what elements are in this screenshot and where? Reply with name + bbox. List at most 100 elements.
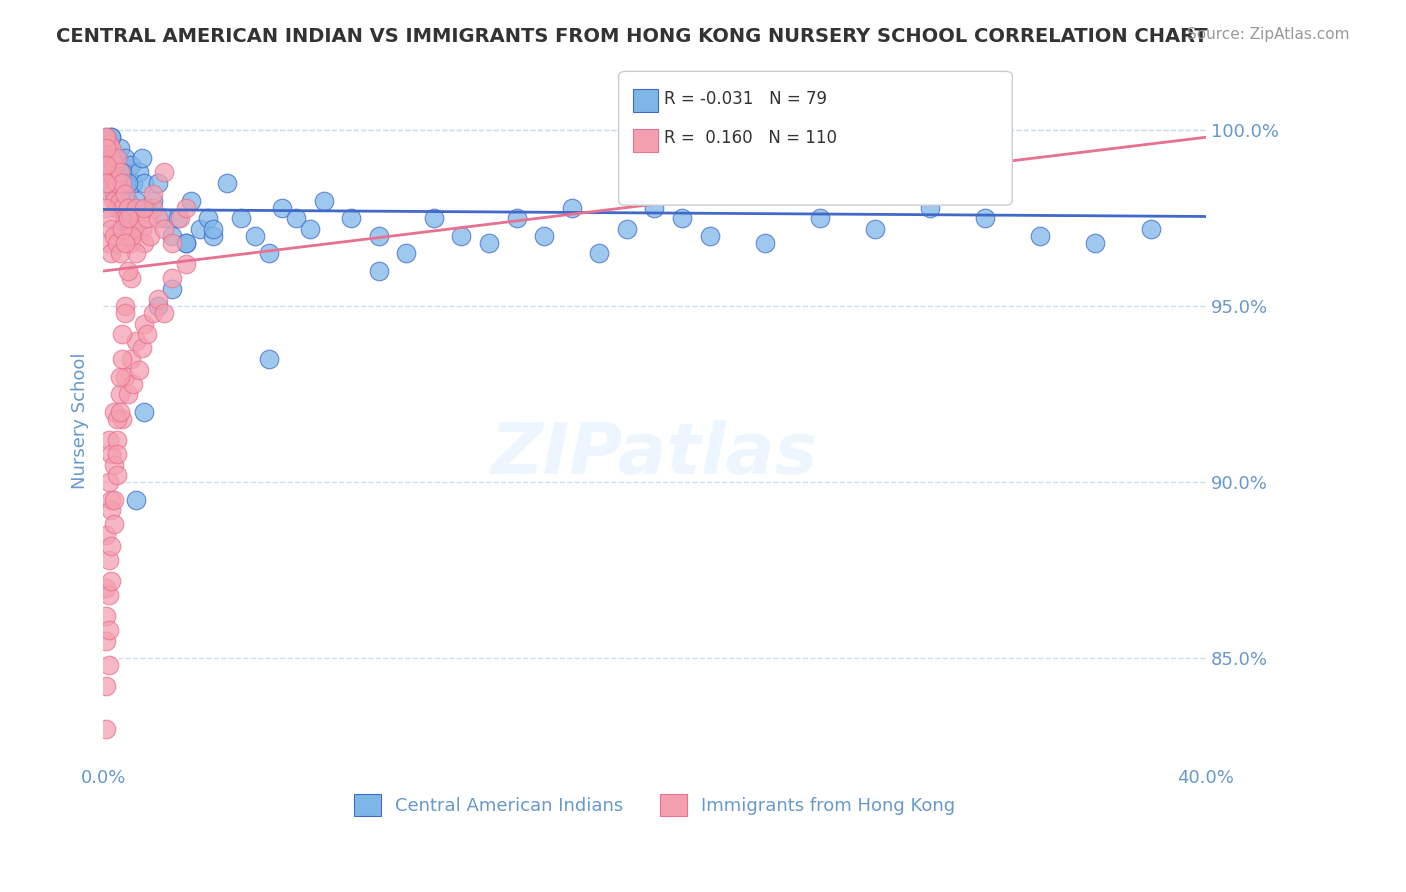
- Point: [152, 165, 174, 179]
- Point: [111, 158, 134, 172]
- Point: [122, 176, 145, 190]
- Point: [1084, 235, 1107, 250]
- Point: [111, 176, 134, 190]
- Point: [111, 352, 134, 367]
- Text: ZIPatlas: ZIPatlas: [491, 420, 818, 490]
- Point: [174, 201, 197, 215]
- Point: [111, 176, 134, 190]
- Point: [105, 152, 128, 166]
- Point: [97, 658, 120, 673]
- Point: [108, 369, 131, 384]
- Point: [180, 194, 202, 208]
- Point: [423, 211, 446, 226]
- Point: [139, 228, 162, 243]
- Point: [94, 165, 117, 179]
- Point: [100, 130, 122, 145]
- Point: [108, 405, 131, 419]
- Point: [160, 235, 183, 250]
- Point: [97, 552, 120, 566]
- Point: [100, 165, 122, 179]
- Point: [117, 201, 139, 215]
- Point: [97, 176, 120, 190]
- Point: [105, 433, 128, 447]
- Point: [128, 165, 150, 179]
- Point: [152, 221, 174, 235]
- Point: [134, 176, 156, 190]
- Point: [108, 165, 131, 179]
- Point: [918, 201, 941, 215]
- Point: [125, 194, 148, 208]
- Point: [111, 165, 134, 179]
- Point: [103, 228, 125, 243]
- Point: [152, 306, 174, 320]
- Point: [103, 186, 125, 201]
- Point: [298, 221, 321, 235]
- Point: [122, 221, 145, 235]
- Point: [257, 352, 280, 367]
- Point: [588, 246, 610, 260]
- Point: [114, 299, 136, 313]
- Point: [616, 221, 638, 235]
- Point: [808, 211, 831, 226]
- Point: [117, 264, 139, 278]
- Point: [105, 165, 128, 179]
- Point: [94, 528, 117, 542]
- Point: [100, 503, 122, 517]
- Text: R = -0.031   N = 79: R = -0.031 N = 79: [664, 90, 827, 108]
- Point: [134, 201, 156, 215]
- Point: [863, 221, 886, 235]
- Point: [111, 327, 134, 342]
- Point: [117, 228, 139, 243]
- Point: [105, 412, 128, 426]
- Point: [136, 327, 159, 342]
- Point: [128, 362, 150, 376]
- Point: [94, 130, 117, 145]
- Point: [108, 221, 131, 235]
- Point: [94, 722, 117, 736]
- Point: [1139, 221, 1161, 235]
- Point: [111, 412, 134, 426]
- Point: [103, 158, 125, 172]
- Point: [103, 405, 125, 419]
- Point: [142, 186, 165, 201]
- Point: [105, 176, 128, 190]
- Point: [243, 228, 266, 243]
- Text: Source: ZipAtlas.com: Source: ZipAtlas.com: [1187, 27, 1350, 42]
- Point: [94, 609, 117, 624]
- Point: [169, 211, 191, 226]
- Point: [148, 176, 170, 190]
- Point: [136, 211, 159, 226]
- Point: [134, 317, 156, 331]
- Point: [114, 369, 136, 384]
- Point: [105, 152, 128, 166]
- Point: [100, 152, 122, 166]
- Point: [340, 211, 363, 226]
- Point: [202, 221, 225, 235]
- Point: [134, 405, 156, 419]
- Point: [671, 211, 693, 226]
- Point: [128, 211, 150, 226]
- Point: [100, 539, 122, 553]
- Point: [450, 228, 472, 243]
- Point: [100, 447, 122, 461]
- Point: [134, 235, 156, 250]
- Point: [148, 211, 170, 226]
- Point: [117, 194, 139, 208]
- Point: [105, 447, 128, 461]
- Point: [271, 201, 294, 215]
- Text: CENTRAL AMERICAN INDIAN VS IMMIGRANTS FROM HONG KONG NURSERY SCHOOL CORRELATION : CENTRAL AMERICAN INDIAN VS IMMIGRANTS FR…: [56, 27, 1208, 45]
- Y-axis label: Nursery School: Nursery School: [72, 352, 89, 489]
- Legend: Central American Indians, Immigrants from Hong Kong: Central American Indians, Immigrants fro…: [346, 787, 962, 823]
- Point: [94, 201, 117, 215]
- Point: [152, 211, 174, 226]
- Point: [97, 235, 120, 250]
- Point: [94, 176, 117, 190]
- Point: [114, 186, 136, 201]
- Point: [125, 492, 148, 507]
- Point: [257, 246, 280, 260]
- Point: [97, 623, 120, 637]
- Point: [174, 257, 197, 271]
- Point: [114, 235, 136, 250]
- Point: [131, 221, 153, 235]
- Point: [114, 152, 136, 166]
